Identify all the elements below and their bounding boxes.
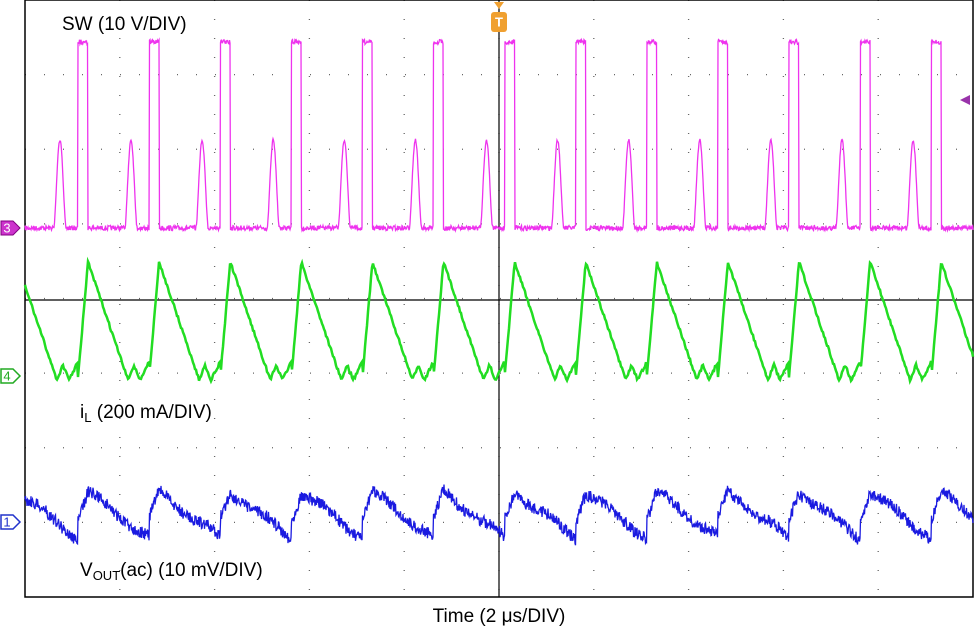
il-label-rest: (200 mA/DIV) (91, 402, 211, 423)
ch3-marker-text: 3 (3, 220, 10, 235)
sw-label: SW (10 V/DIV) (62, 14, 187, 35)
trigger-marker (491, 12, 507, 32)
trigger-level-marker (960, 95, 970, 105)
il-trace (23, 256, 975, 386)
vout-label-sub: OUT (93, 568, 121, 583)
vout-trace (24, 484, 974, 546)
trigger-marker-text: T (495, 14, 503, 29)
il-label: iL (200 mA/DIV) (80, 402, 212, 425)
trigger-pointer (494, 2, 504, 9)
vout-label-main: V (80, 560, 93, 581)
ch3-marker (0, 220, 21, 236)
ch1-marker-text: 1 (3, 514, 10, 529)
il-label-main: i (80, 402, 84, 423)
ch4-marker-text: 4 (3, 368, 10, 383)
vout-label-rest: (ac) (10 mV/DIV) (120, 560, 263, 581)
traces (23, 37, 975, 546)
vout-label: VOUT(ac) (10 mV/DIV) (80, 560, 263, 583)
sw-trace (24, 37, 974, 233)
ch1-marker (0, 514, 22, 530)
x-axis-label: Time (2 μs/DIV) (433, 606, 566, 627)
il-label-sub: L (84, 410, 91, 425)
ch4-marker (0, 368, 22, 384)
